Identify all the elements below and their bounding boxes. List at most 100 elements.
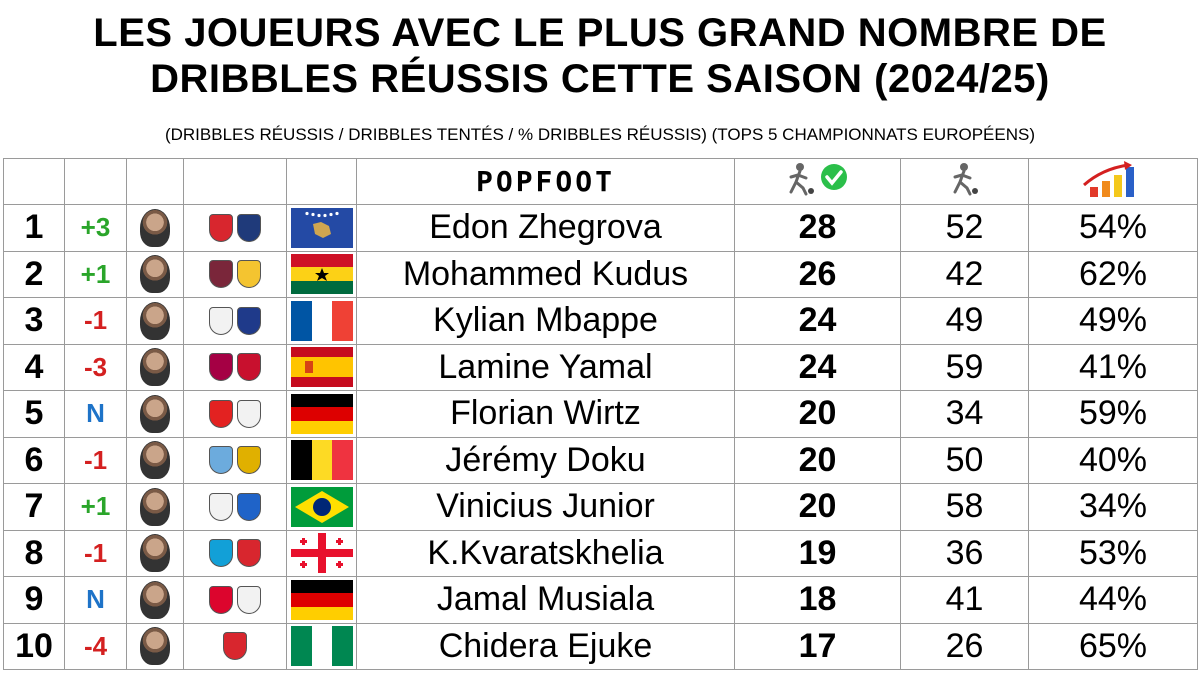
attempted-dribbles-cell-value: 26	[945, 626, 984, 665]
player-name-cell-value: Edon Zhegrova	[429, 208, 662, 247]
player-name-cell: Chidera Ejuke	[356, 622, 735, 670]
change-cell-value: -1	[83, 305, 108, 336]
rank-cell-value: 1	[24, 208, 44, 247]
player-name-cell: Jérémy Doku	[356, 436, 735, 484]
success-rate-cell-value: 62%	[1078, 254, 1148, 293]
club-badge	[209, 399, 233, 428]
player-photo	[140, 394, 170, 433]
success-rate-cell-value: 53%	[1078, 533, 1148, 572]
player-name-cell-value: Florian Wirtz	[450, 394, 641, 433]
photo-cell	[126, 576, 184, 624]
table-row: 1 +3 Edon Zhegrova 28 52 54%	[3, 204, 1198, 252]
player-name-cell-value: Chidera Ejuke	[438, 626, 653, 665]
flag-cell	[286, 529, 357, 577]
rank-cell: 5	[3, 390, 65, 438]
rank-cell-value: 10	[15, 626, 53, 665]
club-badge	[209, 260, 233, 289]
attempted-dribbles-cell-value: 49	[945, 301, 984, 340]
success-rate-cell-value: 41%	[1078, 347, 1148, 386]
success-rate-cell-value: 34%	[1078, 487, 1148, 526]
rank-cell: 1	[3, 204, 65, 252]
successful-dribbles-cell: 24	[734, 297, 901, 345]
success-rate-cell-value: 44%	[1078, 580, 1148, 619]
club-badge	[209, 353, 233, 382]
page-subtitle: (DRIBBLES RÉUSSIS / DRIBBLES TENTÉS / % …	[164, 125, 1036, 144]
national-team-badge	[237, 260, 261, 289]
club-badge	[209, 213, 233, 242]
change-cell-value: N	[86, 584, 105, 615]
successful-dribbles-cell: 24	[734, 343, 901, 391]
player-name-cell-value: Jérémy Doku	[445, 440, 646, 479]
club-cell	[183, 576, 287, 624]
successful-dribbles-cell: 20	[734, 390, 901, 438]
national-team-badge	[237, 539, 261, 568]
photo-cell	[126, 436, 184, 484]
rank-cell-value: 7	[24, 487, 44, 526]
attempted-dribbles-cell: 42	[900, 250, 1029, 298]
player-name-cell: Mohammed Kudus	[356, 250, 735, 298]
change-cell: -4	[64, 622, 127, 670]
successful-dribbles-cell: 20	[734, 436, 901, 484]
header-attempted	[900, 158, 1029, 205]
player-name-cell-value: Lamine Yamal	[438, 347, 653, 386]
change-cell-value: +1	[80, 258, 111, 289]
club-cell	[183, 436, 287, 484]
player-photo	[140, 208, 170, 247]
photo-cell	[126, 343, 184, 391]
club-cell	[183, 204, 287, 252]
change-cell: +1	[64, 483, 127, 531]
successful-dribbles-cell-value: 20	[798, 487, 837, 526]
change-cell: -3	[64, 343, 127, 391]
player-photo	[140, 487, 170, 526]
player-name-cell-value: Vinicius Junior	[436, 487, 655, 526]
successful-dribbles-cell-value: 20	[798, 394, 837, 433]
player-name-cell: Vinicius Junior	[356, 483, 735, 531]
attempted-dribbles-cell: 59	[900, 343, 1029, 391]
player-name-cell: Jamal Musiala	[356, 576, 735, 624]
table-row: 8 -1 K.Kvaratskhelia 19 36 53%	[3, 529, 1198, 577]
player-name-cell: K.Kvaratskhelia	[356, 529, 735, 577]
change-cell-value: -1	[83, 537, 108, 568]
rank-cell: 6	[3, 436, 65, 484]
rank-cell: 4	[3, 343, 65, 391]
change-cell: +3	[64, 204, 127, 252]
club-cell	[183, 297, 287, 345]
table-row: 9 N Jamal Musiala 18 41 44%	[3, 576, 1198, 624]
club-badge	[209, 306, 233, 335]
attempted-dribbles-cell-value: 42	[945, 254, 984, 293]
successful-dribbles-cell-value: 28	[798, 208, 837, 247]
belgium-flag-icon	[290, 440, 353, 481]
national-team-badge	[237, 353, 261, 382]
popfoot-logo: POPFOOT	[475, 165, 615, 198]
attempted-dribbles-cell: 52	[900, 204, 1029, 252]
header-rank	[3, 158, 65, 205]
attempted-dribbles-cell-value: 41	[945, 580, 984, 619]
success-rate-cell-value: 59%	[1078, 394, 1148, 433]
national-team-badge	[237, 213, 261, 242]
rank-cell: 9	[3, 576, 65, 624]
success-rate-cell: 34%	[1028, 483, 1198, 531]
player-photo	[140, 348, 170, 387]
flag-cell	[286, 204, 357, 252]
attempted-dribbles-cell: 34	[900, 390, 1029, 438]
rank-cell: 7	[3, 483, 65, 531]
rank-cell-value: 3	[24, 301, 44, 340]
rank-cell: 10	[3, 622, 65, 670]
bar-chart-arrow-icon	[1082, 161, 1144, 202]
table-row: 5 N Florian Wirtz 20 34 59%	[3, 390, 1198, 438]
attempted-dribbles-cell: 58	[900, 483, 1029, 531]
successful-dribbles-cell-value: 26	[798, 254, 837, 293]
flag-cell	[286, 343, 357, 391]
club-badge	[223, 632, 247, 661]
table-row: 3 -1 Kylian Mbappe 24 49 49%	[3, 297, 1198, 345]
successful-dribbles-cell: 26	[734, 250, 901, 298]
photo-cell	[126, 204, 184, 252]
rank-cell-value: 4	[24, 347, 44, 386]
flag-cell	[286, 436, 357, 484]
player-photo	[140, 441, 170, 480]
player-name-cell-value: K.Kvaratskhelia	[427, 533, 664, 572]
attempted-dribbles-cell: 41	[900, 576, 1029, 624]
header-brand: POPFOOT	[356, 158, 735, 205]
change-cell-value: N	[86, 398, 105, 429]
change-cell: -1	[64, 436, 127, 484]
